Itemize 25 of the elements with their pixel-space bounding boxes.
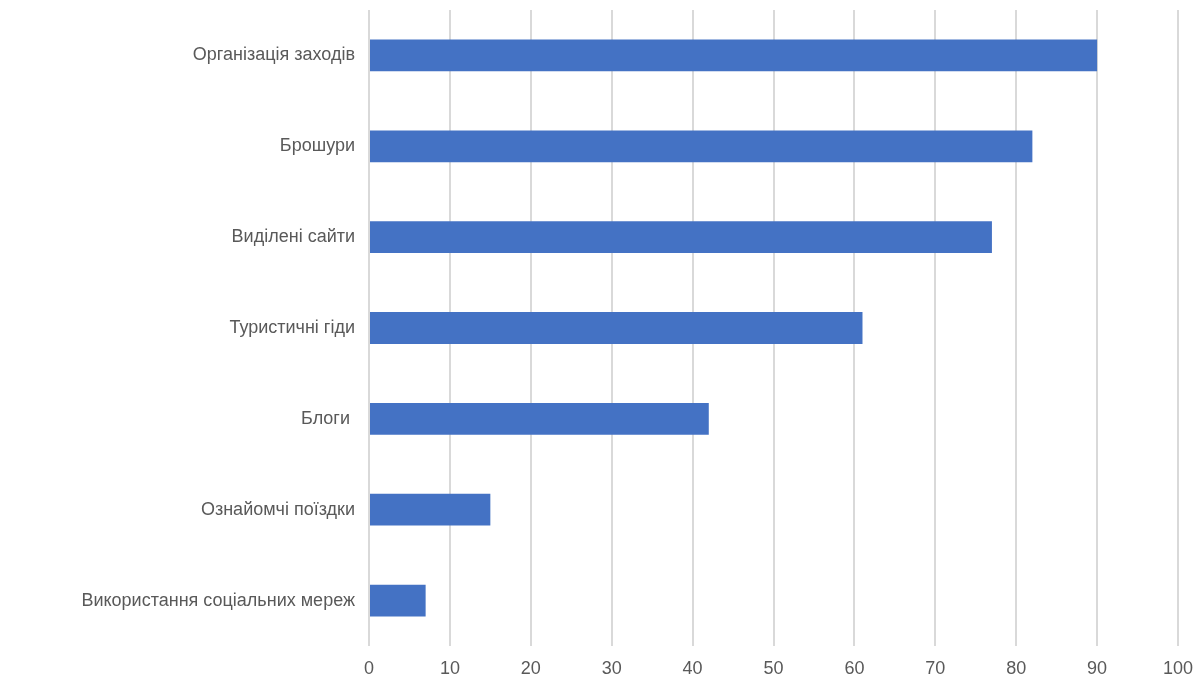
- x-tick-label: 60: [844, 657, 865, 678]
- x-tick-label: 20: [520, 657, 541, 678]
- x-tick-label: 10: [439, 657, 460, 678]
- x-tick-label: 100: [1162, 657, 1194, 678]
- bar: [370, 39, 1098, 72]
- y-tick-label: Туристичні гіди: [229, 316, 355, 337]
- bar: [370, 130, 1033, 163]
- y-tick-label: Ознайомчі поїздки: [200, 498, 355, 519]
- x-tick-label: 70: [925, 657, 946, 678]
- bar: [370, 493, 491, 526]
- bar: [370, 312, 863, 344]
- bar: [370, 221, 992, 254]
- y-tick-label: Організація заходів: [192, 44, 355, 65]
- y-tick-label: Брошури: [279, 135, 355, 156]
- y-tick-label: Блоги: [301, 407, 355, 428]
- x-tick-label: 40: [682, 657, 703, 678]
- x-tick-label: 50: [763, 657, 784, 678]
- x-tick-label: 30: [601, 657, 622, 678]
- x-tick-label: 90: [1087, 657, 1108, 678]
- bar: [370, 584, 426, 617]
- bar: [370, 402, 709, 435]
- y-tick-label: Виділені сайти: [231, 226, 355, 247]
- y-tick-label: Використання соціальних мереж: [81, 589, 355, 610]
- x-tick-label: 80: [1006, 657, 1027, 678]
- x-tick-label: 0: [363, 657, 375, 678]
